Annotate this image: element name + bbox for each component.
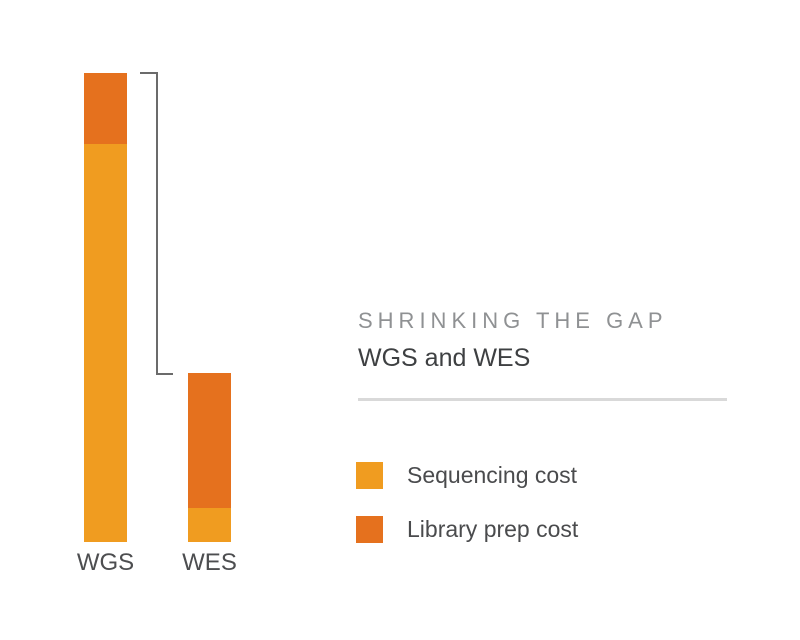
legend-item-library-prep-cost: Library prep cost [356, 516, 578, 543]
library-prep-cost-swatch-icon [356, 516, 383, 543]
bar-wes-sequencing-segment [188, 508, 231, 542]
gap-bracket-bottom-tick [156, 373, 173, 375]
sequencing-cost-swatch-icon [356, 462, 383, 489]
bar-wes-library-prep-segment [188, 373, 231, 508]
gap-bracket-vertical-line [156, 72, 158, 375]
bar-wgs-library-prep-segment [84, 73, 127, 144]
bar-wes [188, 373, 231, 542]
category-label-wgs: WGS [76, 549, 135, 576]
category-label-wes: WES [182, 549, 237, 576]
legend-label: Sequencing cost [407, 462, 578, 488]
legend-label: Library prep cost [407, 516, 579, 542]
bar-wgs [84, 73, 127, 542]
chart-title: SHRINKING THE GAP [358, 308, 668, 333]
bar-wgs-sequencing-segment [84, 144, 127, 542]
legend-item-sequencing-cost: Sequencing cost [356, 462, 577, 489]
divider-line [358, 398, 727, 401]
chart-subtitle: WGS and WES [358, 344, 531, 372]
gap-bracket-top-tick [140, 72, 158, 74]
